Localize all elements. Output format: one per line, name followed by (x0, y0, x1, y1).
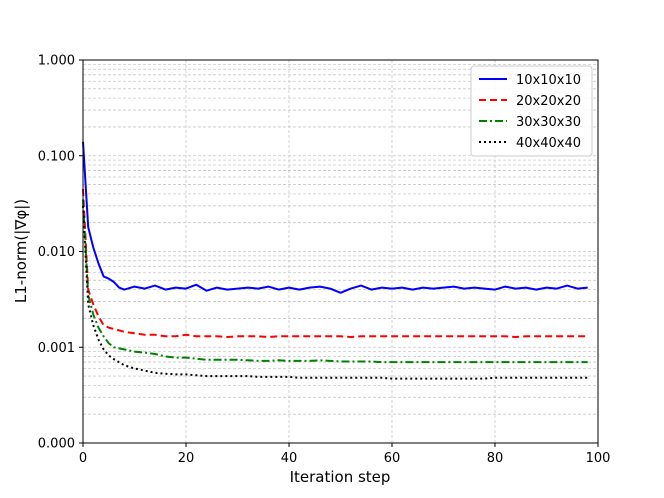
legend-label: 20x20x20 (516, 94, 581, 109)
x-tick-label: 80 (487, 451, 504, 466)
x-tick-label: 60 (384, 451, 401, 466)
legend-box (470, 65, 593, 157)
y-tick-label: 0.010 (38, 245, 75, 260)
series-line-10x10x10 (82, 141, 588, 294)
y-tick-label: 0.000 (38, 437, 75, 452)
y-tick-label: 0.001 (38, 341, 75, 356)
x-tick-label: 20 (178, 451, 195, 466)
x-tick-label: 0 (79, 451, 87, 466)
legend-label: 40x40x40 (516, 136, 581, 151)
axis-ticks: 0 20 40 60 80 100 0.000 0.001 0.010 0.100 1.000 (38, 54, 611, 467)
series-line-20x20x20 (82, 188, 588, 338)
series-line-30x30x30 (82, 199, 588, 364)
legend-label: 10x10x10 (516, 73, 581, 88)
y-tick-label: 1.000 (38, 54, 75, 69)
legend: 10x10x10 20x20x20 30x30x30 40x40x40 (470, 65, 593, 157)
x-tick-label: 40 (281, 451, 298, 466)
x-tick-label: 100 (586, 451, 611, 466)
legend-label: 30x30x30 (516, 115, 581, 130)
y-axis-label: L1-norm(|∇φ|) (12, 199, 30, 303)
series-line-40x40x40 (82, 205, 588, 380)
x-axis-label: Iteration step (290, 468, 391, 486)
y-tick-label: 0.100 (38, 149, 75, 164)
series-layer (82, 141, 588, 380)
